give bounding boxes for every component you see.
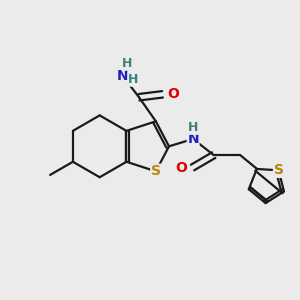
Text: S: S bbox=[274, 163, 284, 177]
Text: O: O bbox=[167, 87, 179, 101]
Text: H: H bbox=[122, 57, 132, 70]
Text: S: S bbox=[151, 164, 161, 178]
Text: N: N bbox=[187, 132, 199, 146]
Text: H: H bbox=[188, 121, 198, 134]
Text: H: H bbox=[128, 73, 138, 86]
Text: O: O bbox=[176, 160, 187, 175]
Text: N: N bbox=[117, 69, 129, 83]
